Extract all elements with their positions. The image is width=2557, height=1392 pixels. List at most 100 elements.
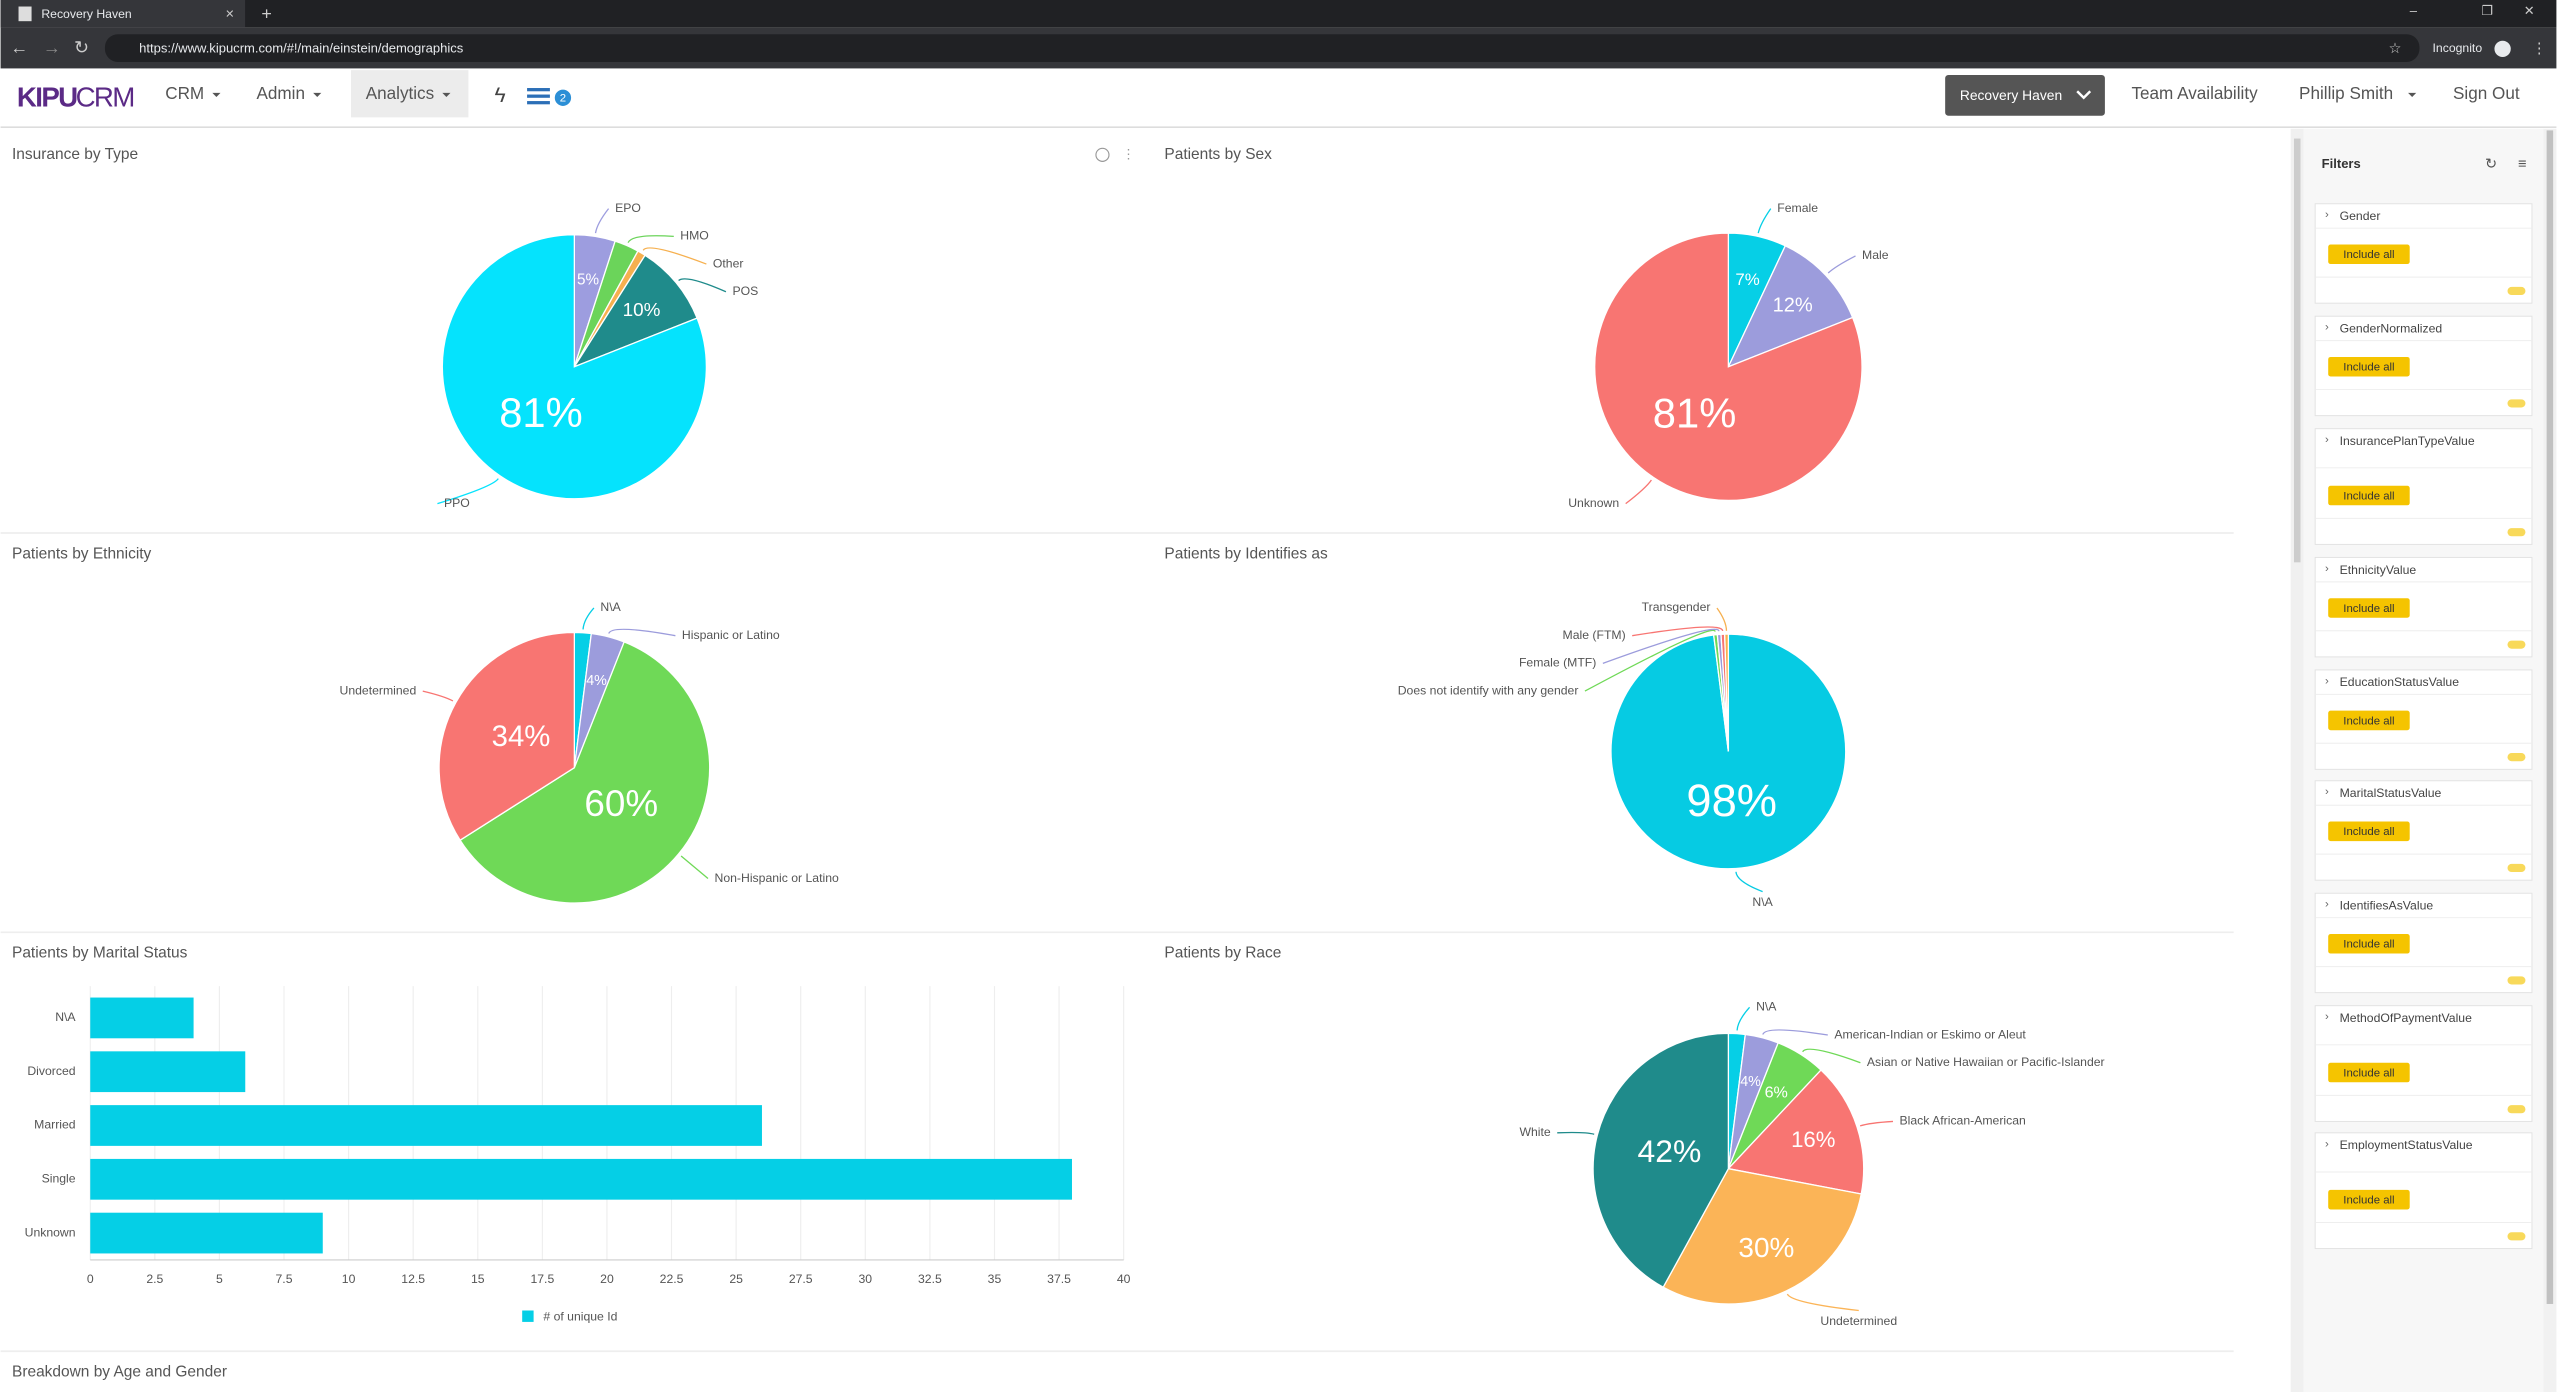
include-label[interactable]: Include all — [2343, 603, 2394, 615]
toggle[interactable] — [2507, 640, 2526, 649]
pie-slice — [438, 631, 576, 842]
address-bar[interactable] — [104, 34, 2420, 62]
toggle[interactable] — [2507, 528, 2526, 537]
include-button[interactable] — [2328, 1062, 2410, 1083]
pie-slice — [1724, 633, 1730, 752]
expand-icon[interactable]: › — [2325, 675, 2329, 687]
pie-slice — [1727, 1069, 1865, 1195]
splitter-thumb[interactable] — [2293, 138, 2301, 563]
scrollbar-thumb[interactable] — [2546, 130, 2554, 1304]
bar — [90, 1105, 762, 1146]
restore[interactable]: ❐ — [2481, 3, 2493, 18]
slice-label: Transgender — [1642, 600, 1711, 614]
menu-item[interactable]: Analytics — [366, 84, 434, 103]
include-button[interactable] — [2328, 821, 2410, 842]
include-button[interactable] — [2328, 485, 2410, 506]
logo-sub[interactable]: CRM — [76, 82, 136, 113]
include-label[interactable]: Include all — [2343, 715, 2394, 727]
more-icon[interactable]: ⋮ — [1122, 146, 1135, 161]
slice-label: Undetermined — [1820, 1314, 1897, 1328]
slice-label: HMO — [680, 229, 709, 243]
include-label[interactable]: Include all — [2343, 1194, 2394, 1206]
value-label: 30% — [1738, 1232, 1794, 1263]
toggle[interactable] — [2507, 399, 2526, 408]
list-icon[interactable] — [527, 101, 550, 105]
include-label[interactable]: Include all — [2343, 939, 2394, 951]
filter-name-box: EmploymentStatusValue — [2340, 1138, 2473, 1153]
include-label[interactable]: Include all — [2343, 1067, 2394, 1079]
include-button[interactable] — [2328, 933, 2410, 954]
toggle[interactable] — [2507, 1232, 2526, 1241]
include-label[interactable]: Include all — [2343, 249, 2394, 261]
caret — [2408, 92, 2417, 97]
include-button[interactable] — [2328, 244, 2410, 265]
bookmark-star[interactable]: ☆ — [2389, 41, 2402, 57]
panel-title: Insurance by Type — [12, 146, 138, 163]
legend-swatch[interactable] — [522, 1310, 534, 1322]
leader-line — [1762, 1029, 1828, 1036]
filters-title: Filters — [2322, 156, 2361, 171]
x-tick-label: 25 — [729, 1272, 743, 1286]
new-tab[interactable]: + — [261, 3, 271, 23]
tab[interactable] — [0, 0, 246, 28]
toggle[interactable] — [2507, 286, 2526, 296]
facility-label[interactable]: Recovery Haven — [1960, 87, 2062, 103]
pie-slice — [459, 641, 711, 904]
include-label[interactable]: Include all — [2343, 826, 2394, 838]
legend-label[interactable]: # of unique Id — [543, 1309, 617, 1323]
expand-icon[interactable]: › — [2325, 563, 2329, 575]
expand-icon[interactable]: › — [2325, 1138, 2329, 1150]
expand-icon[interactable]: › — [2325, 322, 2329, 334]
include-button[interactable] — [2328, 598, 2410, 618]
flash-icon[interactable]: ϟ — [494, 84, 505, 107]
expand-icon[interactable]: › — [2325, 434, 2329, 446]
list-icon[interactable] — [527, 88, 550, 92]
expand-icon[interactable]: › — [2325, 899, 2329, 911]
filter-list: › Gender Include all › GenderNormalized Inclu… — [2314, 203, 2533, 1250]
nav-link[interactable]: Sign Out — [2453, 84, 2520, 103]
logo-main[interactable]: KIPU — [17, 82, 79, 113]
leader-line — [1625, 479, 1652, 505]
x-tick-label: 0 — [87, 1272, 94, 1286]
x-tick-label: 2.5 — [146, 1272, 163, 1286]
menu-button[interactable]: ⋮ — [2532, 41, 2547, 57]
charts: Insurance by Type EPO 5% HMO Other POS 10% PPO 8… — [12, 146, 2105, 1328]
leader-line — [642, 247, 707, 265]
toggle[interactable] — [2507, 1105, 2526, 1114]
toggle[interactable] — [2507, 976, 2526, 985]
url[interactable]: https://www.kipucrm.com/#!/main/einstein… — [139, 40, 464, 55]
slice-label: White — [1519, 1125, 1550, 1139]
minimize[interactable]: – — [2410, 3, 2418, 18]
menu-item[interactable]: Admin — [257, 84, 306, 103]
tab-close[interactable]: × — [226, 7, 235, 23]
x-tick-label: 35 — [988, 1272, 1002, 1286]
expand-icon[interactable]: › — [2325, 209, 2329, 221]
expand-icon[interactable]: › — [2325, 1011, 2329, 1023]
menu-icon[interactable]: ≡ — [2518, 157, 2527, 173]
leader-line — [627, 235, 674, 243]
nav-link[interactable]: Phillip Smith — [2299, 84, 2393, 103]
include-label[interactable]: Include all — [2343, 362, 2394, 374]
info-icon[interactable] — [1095, 147, 1110, 162]
back-button[interactable]: ← — [10, 38, 28, 58]
x-tick-label: 40 — [1117, 1272, 1131, 1286]
y-tick-label: Unknown — [25, 1225, 76, 1239]
expand-icon[interactable]: › — [2325, 786, 2329, 798]
toggle[interactable] — [2507, 753, 2526, 762]
reload-button[interactable]: ↻ — [74, 38, 89, 58]
forward-button[interactable]: → — [43, 38, 61, 58]
window-close[interactable]: ✕ — [2524, 3, 2535, 18]
menu-item[interactable]: CRM — [165, 84, 204, 103]
nav-link[interactable]: Team Availability — [2131, 84, 2258, 103]
toggle[interactable] — [2507, 863, 2526, 873]
value-label: 4% — [586, 673, 607, 689]
include-label[interactable]: Include all — [2343, 490, 2394, 502]
include-button[interactable] — [2328, 1189, 2410, 1210]
include-button[interactable] — [2328, 356, 2410, 377]
reset-icon[interactable]: ↻ — [2485, 157, 2497, 173]
include-button[interactable] — [2328, 710, 2410, 731]
facility-button[interactable] — [1945, 74, 2105, 116]
filter-name-box: MethodOfPaymentValue — [2340, 1011, 2472, 1026]
list-icon[interactable] — [527, 94, 550, 98]
leader-line — [1786, 1293, 1859, 1312]
